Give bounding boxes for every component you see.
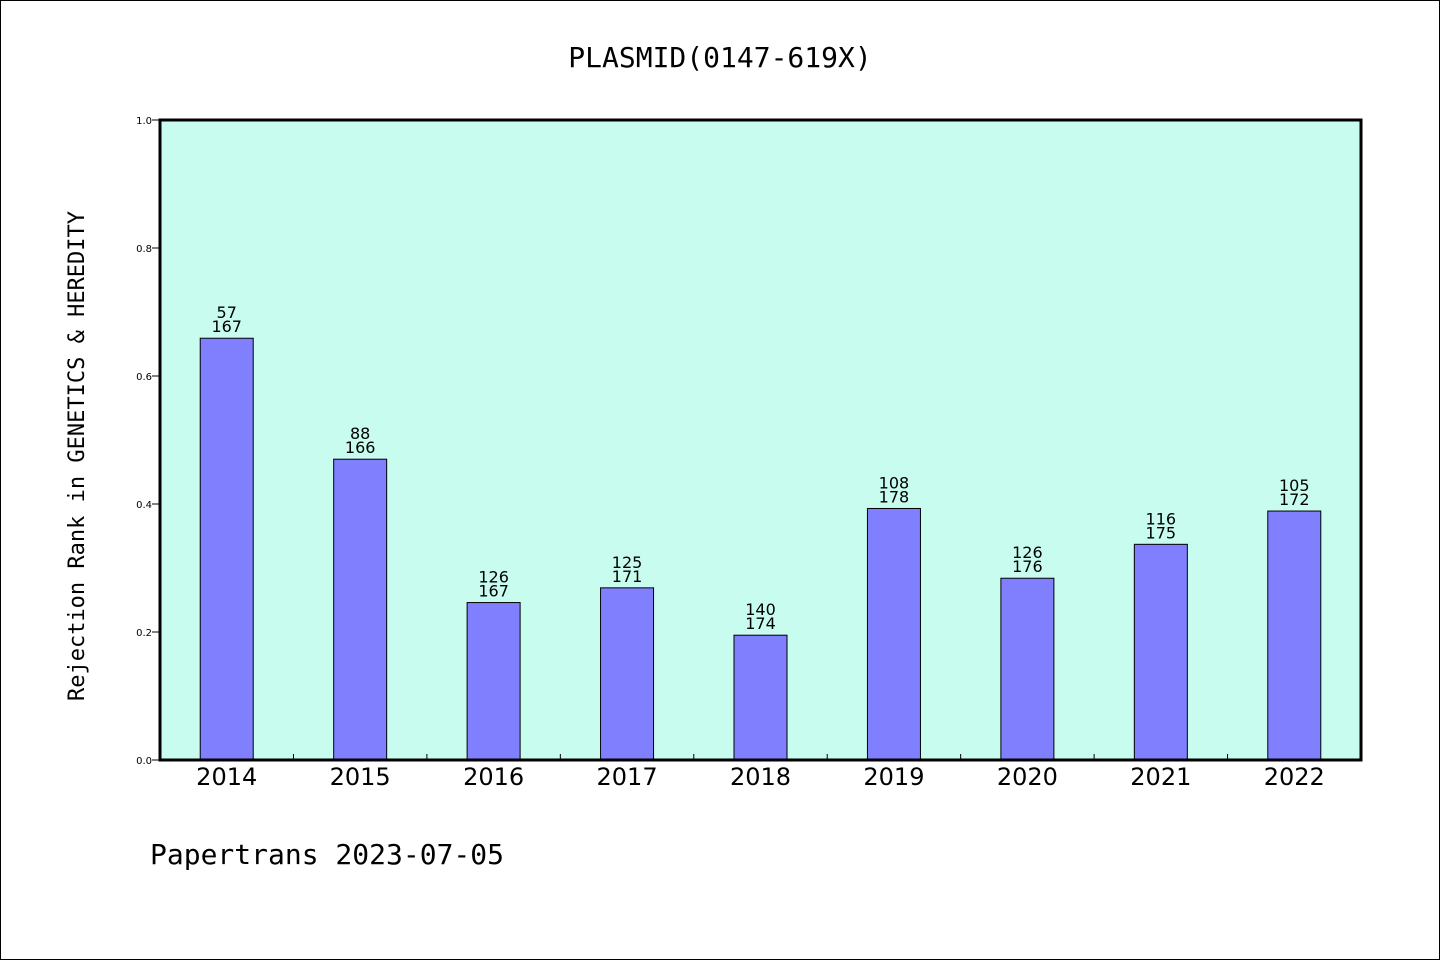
bar-2020 [1000, 577, 1055, 761]
bar-2015 [333, 458, 388, 761]
x-tick-label: 2014 [196, 763, 257, 791]
x-tick-label: 2022 [1264, 763, 1325, 791]
y-axis-label: Rejection Rank in GENETICS & HEREDITY [65, 211, 90, 701]
bar-label-rank: 125 [612, 553, 643, 572]
bar-label-total: 167 [211, 317, 242, 336]
bar-annotations: 5716788166126167125171140174108178126176… [211, 303, 1309, 633]
x-tick-label: 2018 [730, 763, 791, 791]
bar-2018 [733, 634, 788, 761]
x-tick-label: 2017 [597, 763, 658, 791]
chart-title: PLASMID(0147-619X) [568, 41, 871, 74]
bar-label-rank: 126 [478, 568, 509, 587]
bar-label-rank: 126 [1012, 543, 1043, 562]
bar-label-rank: 88 [350, 424, 370, 443]
y-tick-label: 0.2 [136, 628, 152, 639]
x-tick-label: 2015 [330, 763, 391, 791]
x-tick-label: 2021 [1130, 763, 1191, 791]
plot-border [158, 118, 1363, 762]
bar-2019 [866, 507, 921, 761]
bar-label-total: 174 [745, 614, 776, 633]
y-tick-label: 0.6 [136, 372, 152, 383]
bar-label-total: 167 [478, 582, 509, 601]
y-tick-label: 0.4 [136, 500, 152, 511]
bar-2016 [466, 602, 521, 761]
x-tick-label: 2020 [997, 763, 1058, 791]
y-tick-label: 0.8 [136, 244, 152, 255]
bar-label-total: 171 [612, 567, 643, 586]
bar-label-rank: 108 [879, 473, 910, 492]
y-tick-label: 1.0 [136, 116, 152, 127]
bar-2022 [1267, 510, 1322, 761]
y-axis: 0.0 0.2 0.4 0.6 0.8 1.0 [136, 116, 160, 767]
footer-credit: Papertrans 2023-07-05 [150, 838, 504, 871]
bar-label-rank: 116 [1146, 509, 1177, 528]
x-tick-label: 2016 [463, 763, 524, 791]
y-tick-label: 0.0 [136, 756, 152, 767]
bar-label-rank: 140 [745, 600, 776, 619]
bar-label-total: 176 [1012, 557, 1043, 576]
bar-label-total: 178 [879, 487, 910, 506]
bar-2021 [1133, 543, 1188, 761]
bar-label-total: 172 [1279, 490, 1310, 509]
x-tick-label: 2019 [863, 763, 924, 791]
bar-label-rank: 57 [217, 303, 237, 322]
bar-2017 [600, 587, 655, 761]
bar-label-total: 175 [1146, 523, 1177, 542]
x-axis: 2014 2015 2016 2017 2018 2019 2020 2021 2022 [196, 754, 1325, 791]
bar-label-total: 166 [345, 438, 376, 457]
bar-2014 [199, 337, 254, 761]
bar-label-rank: 105 [1279, 476, 1310, 495]
bar-series [199, 337, 1322, 761]
